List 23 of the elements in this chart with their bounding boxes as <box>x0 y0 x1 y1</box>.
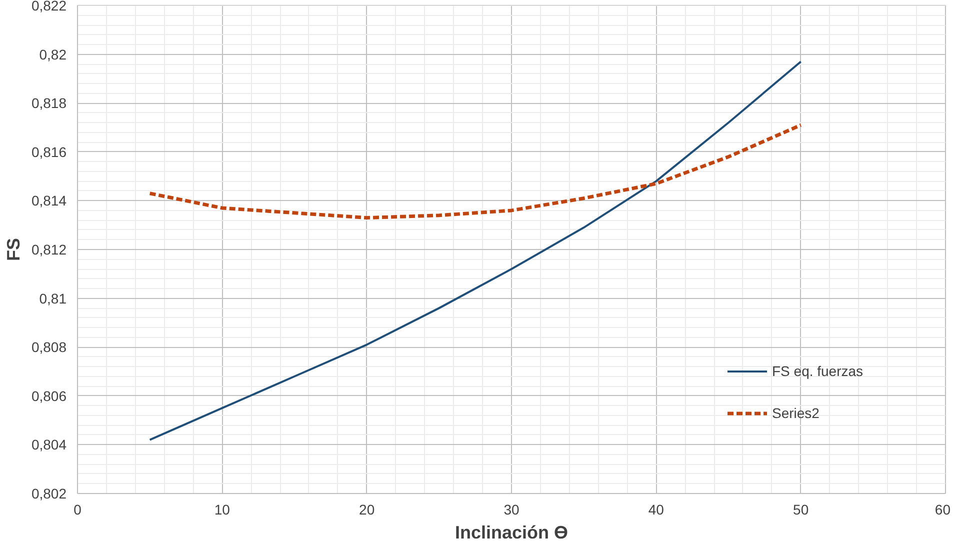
y-tick-label: 0,802 <box>31 486 67 502</box>
y-tick-label: 0,808 <box>31 339 67 356</box>
y-tick-label: 0,822 <box>31 0 67 14</box>
y-tick-label: 0,804 <box>31 436 67 453</box>
y-axis-title: FS <box>3 238 24 261</box>
y-tick-label: 0,818 <box>31 95 67 112</box>
legend-label: FS eq. fuerzas <box>772 363 864 379</box>
y-tick-label: 0,812 <box>31 242 67 258</box>
x-tick-label: 20 <box>359 502 375 518</box>
y-tick-label: 0,81 <box>39 290 67 306</box>
x-tick-label: 0 <box>74 502 82 518</box>
x-tick-label: 60 <box>934 502 951 518</box>
legend-label: Series2 <box>772 405 820 421</box>
x-tick-label: 50 <box>793 502 809 518</box>
y-tick-label: 0,814 <box>31 192 67 209</box>
x-axis-title: Inclinación ϴ <box>454 522 568 542</box>
y-tick-label: 0,82 <box>39 46 67 62</box>
x-tick-label: 40 <box>648 502 664 518</box>
x-tick-label: 10 <box>214 502 230 518</box>
x-tick-label: 30 <box>504 502 520 518</box>
line-series <box>148 123 803 220</box>
y-tick-label: 0,816 <box>31 144 67 160</box>
y-tick-label: 0,806 <box>31 388 67 404</box>
